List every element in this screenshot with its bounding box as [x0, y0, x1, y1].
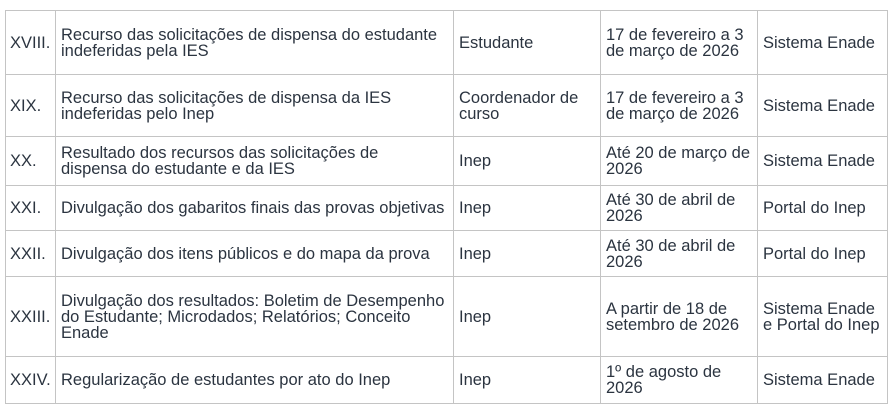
responsible-cell: Inep: [453, 136, 601, 186]
row-number: XXIII.: [5, 276, 56, 357]
row-number: XIX.: [5, 74, 56, 137]
row-number: XXI.: [5, 185, 56, 231]
period-cell: Até 30 de abril de 2026: [600, 230, 758, 277]
responsible-cell: Inep: [453, 230, 601, 277]
location-cell: Portal do Inep: [757, 230, 888, 277]
period-cell: Até 30 de abril de 2026: [600, 185, 758, 231]
table-row: XXII. Divulgação dos itens públicos e do …: [5, 230, 888, 277]
row-number: XXII.: [5, 230, 56, 277]
responsible-cell: Inep: [453, 185, 601, 231]
location-cell: Sistema Enade: [757, 136, 888, 186]
row-number: XX.: [5, 136, 56, 186]
location-cell: Portal do Inep: [757, 185, 888, 231]
table-row: XXIV. Regularização de estudantes por ato…: [5, 356, 888, 404]
period-cell: 17 de fevereiro a 3 de março de 2026: [600, 74, 758, 137]
activity-cell: Recurso das solicitações de dispensa do …: [55, 10, 454, 75]
location-cell: Sistema Enade: [757, 10, 888, 75]
period-cell: Até 20 de março de 2026: [600, 136, 758, 186]
schedule-table: XVIII. Recurso das solicitações de dispen…: [5, 10, 888, 404]
activity-cell: Recurso das solicitações de dispensa da …: [55, 74, 454, 137]
row-number: XXIV.: [5, 356, 56, 404]
activity-cell: Resultado dos recursos das solicitações …: [55, 136, 454, 186]
table-row: XX. Resultado dos recursos das solicitaçõ…: [5, 136, 888, 186]
table-row: XXI. Divulgação dos gabaritos finais das …: [5, 185, 888, 231]
table-row: XVIII. Recurso das solicitações de dispen…: [5, 10, 888, 75]
location-cell: Sistema Enade e Portal do Inep: [757, 276, 888, 357]
table-row: XIX. Recurso das solicitações de dispensa…: [5, 74, 888, 137]
responsible-cell: Inep: [453, 356, 601, 404]
location-cell: Sistema Enade: [757, 356, 888, 404]
period-cell: A partir de 18 de setembro de 2026: [600, 276, 758, 357]
activity-cell: Divulgação dos gabaritos finais das prov…: [55, 185, 454, 231]
period-cell: 1º de agosto de 2026: [600, 356, 758, 404]
period-cell: 17 de fevereiro a 3 de março de 2026: [600, 10, 758, 75]
activity-cell: Regularização de estudantes por ato do I…: [55, 356, 454, 404]
activity-cell: Divulgação dos itens públicos e do mapa …: [55, 230, 454, 277]
table-row: XXIII. Divulgação dos resultados: Boletim…: [5, 276, 888, 357]
responsible-cell: Inep: [453, 276, 601, 357]
activity-cell: Divulgação dos resultados: Boletim de De…: [55, 276, 454, 357]
row-number: XVIII.: [5, 10, 56, 75]
responsible-cell: Coordenador de curso: [453, 74, 601, 137]
location-cell: Sistema Enade: [757, 74, 888, 137]
responsible-cell: Estudante: [453, 10, 601, 75]
